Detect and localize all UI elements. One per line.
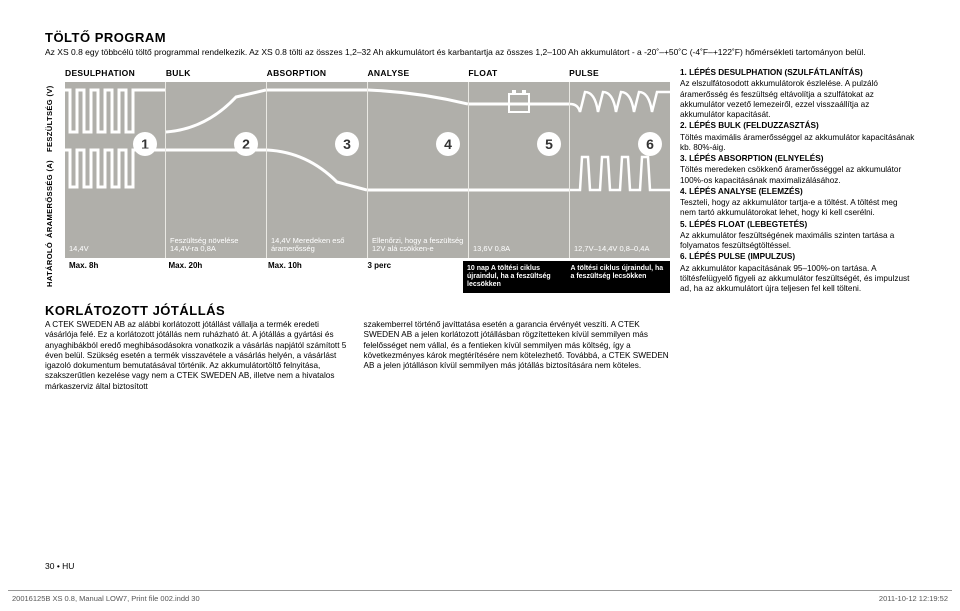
step-title: 4. LÉPÉS ANALYSE (ELEMZÉS) [680,187,803,196]
warranty-title: KORLÁTOZOTT JÓTÁLLÁS [45,303,670,318]
phase-header: ABSORPTION [267,68,368,78]
step-title: 2. LÉPÉS BULK (FELDUZZASZTÁS) [680,121,819,130]
step-body: Töltés meredeken csökkenő áramerősséggel… [680,165,915,186]
phase-info: 14,4V [65,241,165,258]
phase-info: 14,4V Meredeken eső áramerősség [267,233,367,258]
phase-info: Ellenőrzi, hogy a feszültség 12V alá csö… [368,233,468,258]
step-title: 3. LÉPÉS ABSORPTION (ELNYELÉS) [680,154,823,163]
step-body: Az akkumulátor feszültségének maximális … [680,231,915,252]
step-title: 6. LÉPÉS PULSE (IMPULZUS) [680,252,795,261]
phase-limit: 10 nap A töltési ciklus újraindul, ha a … [463,261,567,293]
phase-limit: 3 perc [364,261,464,293]
phase-limits: Max. 8h Max. 20h Max. 10h 3 perc 10 nap … [65,261,670,293]
phase-info: Feszültség növelése 14,4V-ra 0,8A [166,233,266,258]
phase-header: BULK [166,68,267,78]
axis-voltage-label: FESZÜLTSÉG (V) [45,79,65,159]
phase-header: PULSE [569,68,670,78]
title-description: Az XS 0.8 egy többcélú töltő programmal … [45,47,915,58]
phase-info: 13,6V 0,8A [469,241,569,258]
phase-limit: Max. 20h [165,261,265,293]
axis-current-label: ÁRAMERŐSSÉG (A) [45,159,65,239]
print-file-info: 20016125B XS 0.8, Manual LOW7, Print fil… [12,594,200,603]
step-body: Teszteli, hogy az akkumulátor tartja-e a… [680,198,915,219]
phase-header: ANALYSE [367,68,468,78]
page-title: TÖLTŐ PROGRAM [45,30,915,45]
phase-headers: DESULPHATION BULK ABSORPTION ANALYSE FLO… [65,68,670,80]
steps-column: 1. LÉPÉS DESULPHATION (SZULFÁTLANÍTÁS) A… [680,68,915,392]
print-timestamp: 2011-10-12 12:19:52 [879,594,948,603]
page-footer: 30 • HU [45,561,74,571]
chart-graphic: 1 14,4V 2 [65,82,670,258]
print-info-bar: 20016125B XS 0.8, Manual LOW7, Print fil… [8,590,952,605]
warranty-col1: A CTEK SWEDEN AB az alábbi korlátozott j… [45,320,352,392]
step-title: 1. LÉPÉS DESULPHATION (SZULFÁTLANÍTÁS) [680,68,863,77]
phase-header: DESULPHATION [65,68,166,78]
warranty-col2: szakemberrel történő javíttatása esetén … [364,320,671,392]
step-body: Az akkumulátor kapacitásának 95–100%-on … [680,264,915,295]
phase-info: 12,7V–14,4V 0,8–0,4A [570,241,670,258]
step-title: 5. LÉPÉS FLOAT (LEBEGTETÉS) [680,220,807,229]
step-body: Az elszulfátosodott akkumulátorok észlel… [680,79,915,120]
phase-limit: Max. 8h [65,261,165,293]
axis-limiter-label: HATÁROLÓ [45,239,65,289]
step-body: Töltés maximális áramerősséggel az akkum… [680,133,915,154]
phase-limit: A töltési ciklus újraindul, ha a feszült… [567,261,671,293]
phase-limit: Max. 10h [264,261,364,293]
phase-header: FLOAT [468,68,569,78]
